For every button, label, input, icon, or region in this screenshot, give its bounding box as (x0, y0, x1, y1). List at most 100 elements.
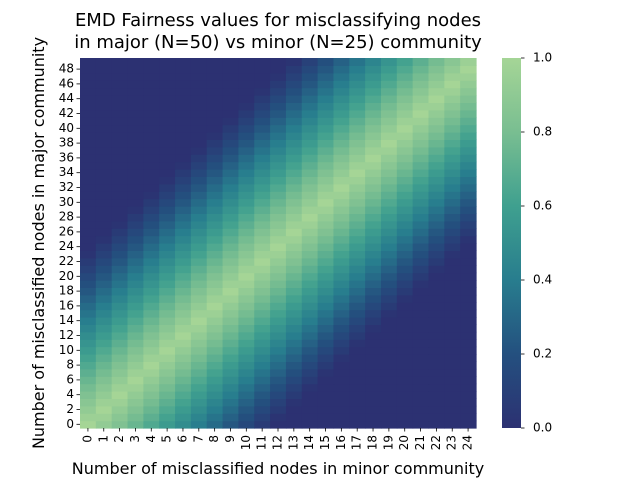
heatmap-cell (159, 183, 176, 192)
heatmap-cell (143, 206, 160, 214)
heatmap-cell (143, 243, 160, 251)
heatmap-cell (333, 309, 350, 318)
heatmap-cell (333, 376, 350, 385)
heatmap-cell (349, 72, 366, 81)
heatmap-cell (349, 109, 366, 118)
heatmap-cell (206, 302, 224, 311)
heatmap-cell (428, 87, 445, 96)
heatmap-cell (127, 398, 144, 407)
heatmap-cell (270, 317, 287, 325)
heatmap-cell (95, 391, 113, 399)
heatmap-cell (175, 176, 192, 185)
heatmap-cell (95, 58, 113, 66)
heatmap-cell (190, 250, 208, 259)
heatmap-cell (190, 302, 208, 311)
heatmap-cell (412, 87, 430, 96)
heatmap-cell (238, 161, 255, 170)
heatmap-cell (95, 117, 113, 126)
heatmap-cell (285, 302, 303, 311)
heatmap-cell (365, 265, 382, 274)
heatmap-cell (301, 368, 319, 377)
heatmap-cell (254, 391, 271, 399)
heatmap-cell (349, 228, 366, 237)
heatmap-cell (206, 287, 224, 296)
heatmap-cell (333, 139, 350, 148)
heatmap-cell (365, 361, 382, 370)
heatmap-cell (127, 228, 144, 237)
heatmap-cell (301, 72, 319, 81)
y-tick-label: 42 (59, 106, 74, 120)
y-tick-label: 8 (66, 358, 74, 372)
heatmap-cell (238, 324, 255, 333)
heatmap-cell (159, 220, 176, 229)
heatmap-cell (270, 354, 287, 362)
heatmap-cell (254, 294, 271, 303)
heatmap-cell (238, 95, 255, 103)
heatmap-cell (444, 361, 461, 370)
heatmap-cell (460, 72, 477, 81)
heatmap-cell (333, 87, 350, 96)
heatmap-cell (80, 420, 97, 429)
heatmap-cell (301, 154, 319, 163)
heatmap-cell (80, 331, 97, 340)
heatmap-cell (175, 287, 192, 296)
heatmap-cell (349, 146, 366, 155)
heatmap-cell (428, 220, 445, 229)
heatmap-cell (270, 413, 287, 422)
heatmap-cell (159, 176, 176, 185)
heatmap-cell (95, 72, 113, 81)
heatmap-cell (80, 72, 97, 81)
heatmap-cell (238, 287, 255, 296)
heatmap-cell (365, 383, 382, 392)
heatmap-cell (238, 309, 255, 318)
heatmap-cell (80, 302, 97, 311)
heatmap-cell (428, 317, 445, 325)
heatmap-cell (190, 420, 208, 429)
heatmap-cell (333, 331, 350, 340)
heatmap-cell (333, 280, 350, 288)
heatmap-cell (333, 324, 350, 333)
heatmap-cell (317, 109, 335, 118)
heatmap-cell (380, 383, 398, 392)
heatmap-cell (222, 243, 239, 251)
heatmap-cell (190, 176, 208, 185)
heatmap-cell (206, 124, 224, 133)
heatmap-cell (270, 405, 287, 414)
heatmap-cell (365, 331, 382, 340)
heatmap-cell (301, 169, 319, 177)
heatmap-cell (333, 58, 350, 66)
x-tick-label: 3 (128, 435, 142, 443)
heatmap-cell (270, 132, 287, 140)
heatmap-cell (95, 398, 113, 407)
heatmap-cell (396, 154, 414, 163)
heatmap-cell (428, 280, 445, 288)
heatmap-cell (127, 235, 144, 244)
heatmap-cell (444, 191, 461, 200)
heatmap-cell (444, 294, 461, 303)
heatmap-cell (365, 405, 382, 414)
heatmap-cell (333, 302, 350, 311)
heatmap-cell (175, 272, 192, 281)
heatmap-cell (175, 383, 192, 392)
heatmap-cell (238, 368, 255, 377)
heatmap-cell (175, 354, 192, 362)
heatmap-cell (365, 198, 382, 207)
heatmap-cell (80, 154, 97, 163)
heatmap-cell (190, 169, 208, 177)
heatmap-cell (80, 124, 97, 133)
heatmap-cell (365, 80, 382, 89)
heatmap-cell (222, 309, 239, 318)
heatmap-cell (175, 420, 192, 429)
heatmap-cell (412, 309, 430, 318)
heatmap-cell (285, 383, 303, 392)
y-tick-label: 16 (59, 298, 74, 312)
heatmap-cell (412, 317, 430, 325)
heatmap-cell (317, 265, 335, 274)
heatmap-cell (460, 250, 477, 259)
heatmap-cell (127, 132, 144, 140)
heatmap-cell (349, 154, 366, 163)
heatmap-cell (206, 109, 224, 118)
heatmap-cell (222, 331, 239, 340)
heatmap-cell (412, 220, 430, 229)
heatmap-cell (285, 220, 303, 229)
